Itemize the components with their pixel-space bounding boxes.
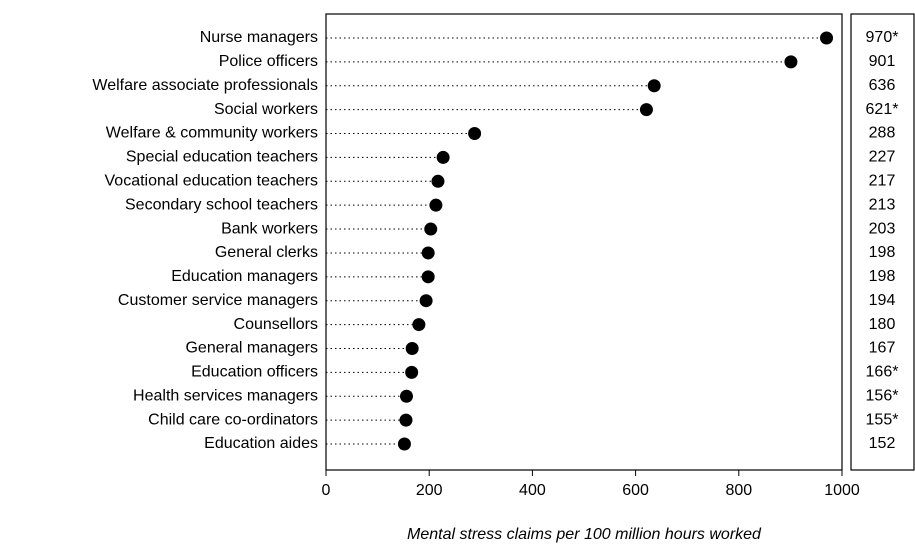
category-label: Nurse managers	[200, 29, 318, 46]
x-tick-label: 0	[322, 482, 331, 499]
x-tick-label: 1000	[824, 482, 860, 499]
dot	[405, 365, 419, 379]
dot	[431, 174, 445, 188]
value-label: 180	[869, 316, 896, 333]
dot	[399, 413, 413, 427]
category-label: Police officers	[219, 53, 318, 70]
value-label: 621*	[866, 101, 899, 118]
x-tick-label: 800	[725, 482, 752, 499]
dot	[647, 79, 661, 93]
dot	[399, 389, 413, 403]
value-label: 167	[869, 340, 896, 357]
x-axis-label: Mental stress claims per 100 million hou…	[407, 526, 762, 543]
category-label: Bank workers	[221, 220, 318, 237]
x-tick-label: 400	[519, 482, 546, 499]
value-label: 156*	[866, 387, 899, 404]
value-label: 217	[869, 173, 896, 190]
category-label: Education aides	[204, 435, 318, 452]
category-label: General clerks	[215, 244, 318, 261]
x-tick-label: 200	[416, 482, 443, 499]
category-label: Special education teachers	[126, 149, 318, 166]
value-frame	[850, 13, 915, 471]
dot	[421, 246, 435, 260]
category-label: Child care co-ordinators	[148, 411, 318, 428]
dot	[419, 294, 433, 308]
value-label: 636	[869, 77, 896, 94]
category-label: Secondary school teachers	[125, 196, 318, 213]
dot	[429, 198, 443, 212]
plot-frame	[325, 13, 843, 471]
value-label: 901	[869, 53, 896, 70]
value-label: 227	[869, 149, 896, 166]
dot	[468, 127, 482, 141]
value-label: 194	[869, 292, 896, 309]
dot	[412, 318, 426, 332]
dot	[424, 222, 438, 236]
dot	[784, 55, 798, 69]
dot	[436, 150, 450, 164]
value-label: 155*	[866, 411, 899, 428]
value-label: 203	[869, 220, 896, 237]
dot	[639, 103, 653, 117]
category-label: Counsellors	[234, 316, 318, 333]
value-label: 213	[869, 196, 896, 213]
value-label: 970*	[866, 29, 899, 46]
category-label: Vocational education teachers	[105, 173, 318, 190]
value-label: 166*	[866, 364, 899, 381]
x-tick-label: 600	[622, 482, 649, 499]
dot	[421, 270, 435, 284]
dot	[820, 31, 834, 45]
category-label: Social workers	[214, 101, 318, 118]
value-label: 152	[869, 435, 896, 452]
value-label: 198	[869, 244, 896, 261]
category-label: Welfare & community workers	[106, 125, 318, 142]
value-label: 288	[869, 125, 896, 142]
category-label: Health services managers	[133, 387, 318, 404]
category-label: Customer service managers	[118, 292, 318, 309]
category-label: Education officers	[191, 364, 318, 381]
category-label: Welfare associate professionals	[92, 77, 318, 94]
value-label: 198	[869, 268, 896, 285]
dot	[397, 437, 411, 451]
dot	[405, 341, 419, 355]
category-label: Education managers	[171, 268, 318, 285]
category-label: General managers	[185, 340, 318, 357]
